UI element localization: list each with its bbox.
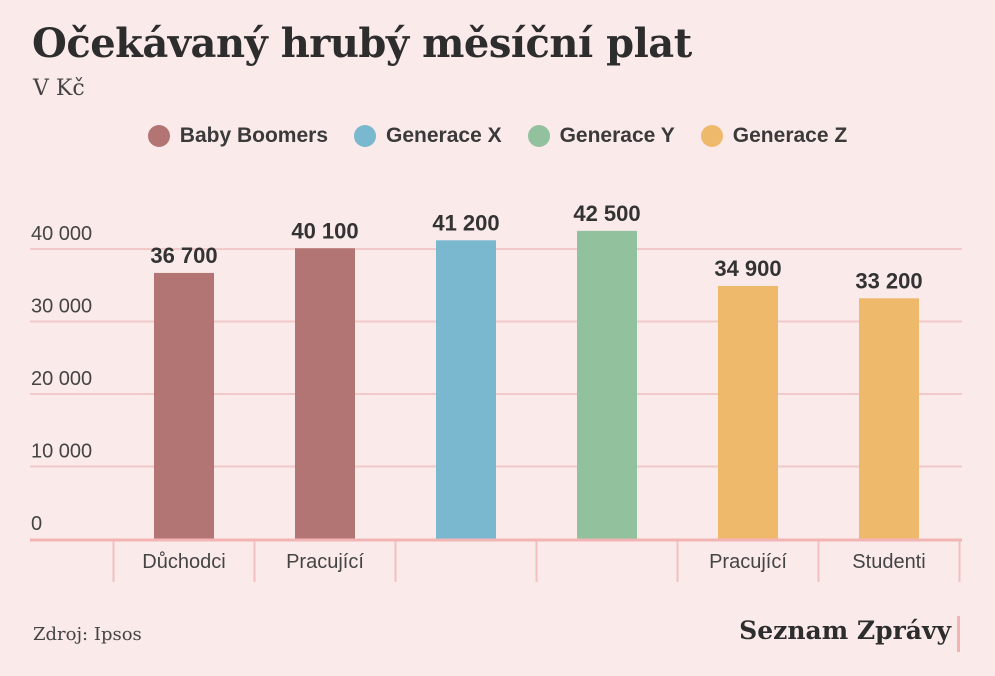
legend-swatch	[527, 125, 550, 147]
brand-accent-bar	[957, 616, 960, 652]
brand-logo: Seznam Zprávy	[739, 616, 951, 645]
bar	[295, 248, 355, 539]
x-tick-label: Důchodci	[142, 551, 225, 573]
bar	[859, 298, 919, 539]
bar-value-label: 33 200	[855, 268, 922, 293]
legend-label: Baby Boomers	[179, 124, 329, 147]
legend-label: Generace Y	[559, 124, 675, 147]
bar-value-label: 41 200	[432, 210, 499, 235]
legend-label: Generace X	[386, 124, 502, 147]
bar-value-label: 40 100	[291, 218, 358, 243]
x-tick-label: Pracující	[709, 551, 787, 573]
y-tick-label: 30 000	[31, 296, 92, 318]
x-tick-label: Studenti	[852, 551, 925, 573]
legend-item-generace-x: Generace X	[354, 124, 502, 148]
x-tick-label: Pracující	[286, 551, 364, 573]
bar	[577, 230, 637, 539]
chart-title: Očekávaný hrubý měsíční plat	[32, 20, 692, 67]
y-tick-label: 20 000	[31, 368, 92, 390]
bar	[154, 272, 214, 539]
chart-subtitle: V Kč	[33, 76, 85, 101]
bar-value-label: 42 500	[573, 201, 640, 226]
bar	[718, 285, 778, 539]
y-tick-label: 0	[31, 513, 42, 535]
legend: Baby Boomers Generace X Generace Y Gener…	[0, 124, 995, 148]
legend-label: Generace Z	[732, 124, 848, 147]
legend-item-generace-z: Generace Z	[700, 124, 848, 148]
y-tick-label: 40 000	[31, 223, 92, 245]
legend-swatch	[147, 125, 170, 147]
bar	[436, 240, 496, 540]
legend-item-generace-y: Generace Y	[527, 124, 675, 148]
legend-swatch	[354, 125, 377, 147]
y-tick-label: 10 000	[31, 441, 92, 463]
bar-value-label: 34 900	[714, 256, 781, 281]
source-note: Zdroj: Ipsos	[33, 624, 142, 645]
legend-swatch	[700, 125, 723, 147]
bar-value-label: 36 700	[150, 243, 217, 268]
legend-item-baby-boomers: Baby Boomers	[147, 124, 329, 148]
